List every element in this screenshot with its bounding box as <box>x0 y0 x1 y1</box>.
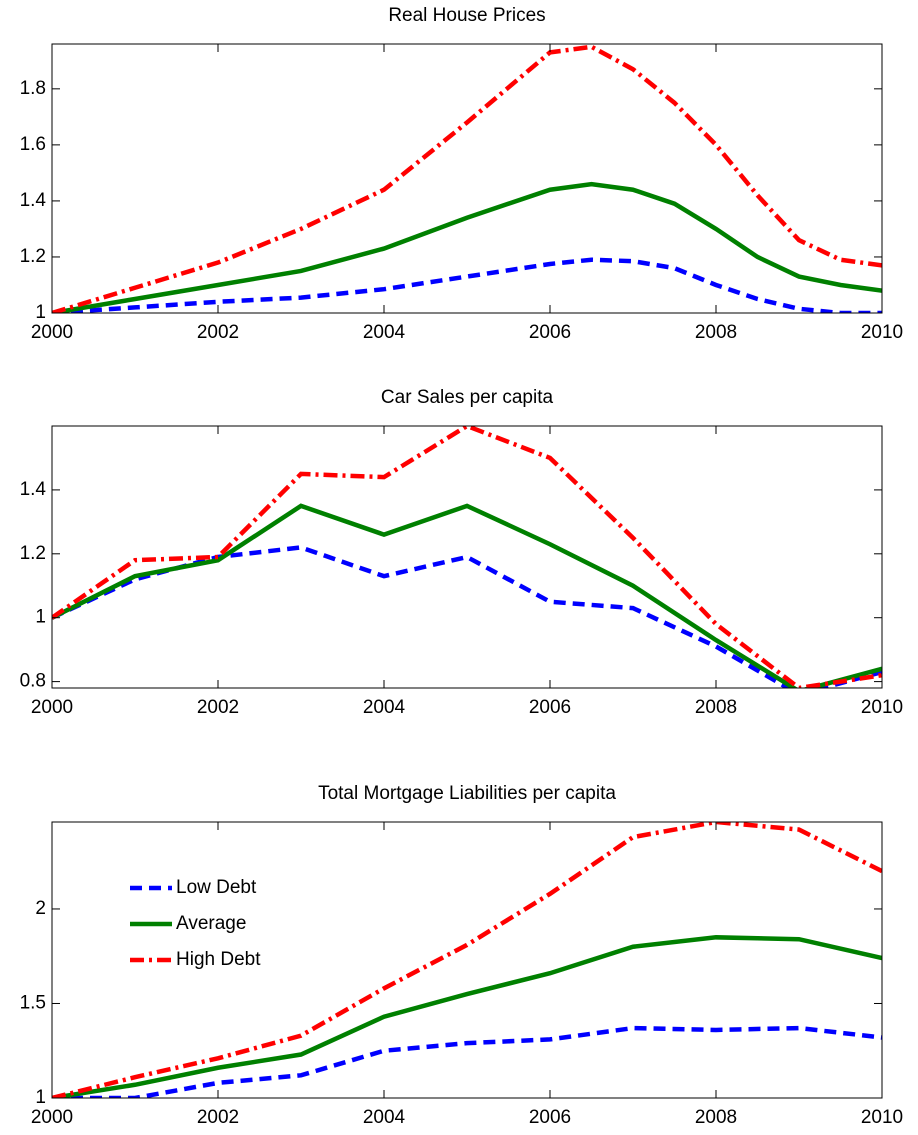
data-line <box>52 822 882 1098</box>
y-tick-label: 0.8 <box>20 671 46 692</box>
y-tick-label: 1.6 <box>20 134 46 155</box>
y-tick-label: 1.4 <box>20 479 47 500</box>
legend-label: High Debt <box>176 949 261 970</box>
data-line <box>52 1025 882 1098</box>
x-tick-label: 2002 <box>197 1107 239 1128</box>
x-tick-label: 2008 <box>695 1107 737 1128</box>
data-line <box>52 44 882 313</box>
x-tick-label: 2002 <box>197 697 239 718</box>
y-tick-label: 1.8 <box>20 78 46 99</box>
axes-box <box>51 43 883 314</box>
y-tick-label: 1.2 <box>20 543 46 564</box>
y-tick-label: 2 <box>35 898 46 919</box>
subplot: Total Mortgage Liabilities per capita 200… <box>20 783 904 1128</box>
data-line <box>52 257 882 313</box>
axes-box <box>51 425 883 689</box>
x-tick-label: 2004 <box>363 697 406 718</box>
axes-box <box>51 821 883 1099</box>
data-line <box>52 503 882 688</box>
x-tick-label: 2002 <box>197 322 239 343</box>
x-tick-label: 2004 <box>363 322 406 343</box>
subplot: Car Sales per capita 2000 2002 2004 2006 2008… <box>20 387 904 718</box>
subplot-title: Real House Prices <box>388 5 545 26</box>
x-tick-label: 2006 <box>529 1107 571 1128</box>
x-tick-label: 2010 <box>861 322 903 343</box>
x-tick-label: 2010 <box>861 697 903 718</box>
x-tick-label: 2010 <box>861 1107 903 1128</box>
subplot-title: Car Sales per capita <box>381 387 554 408</box>
y-tick-label: 1.4 <box>20 190 47 211</box>
y-tick-label: 1 <box>35 607 46 628</box>
y-tick-label: 1 <box>35 1087 46 1108</box>
x-tick-label: 2000 <box>31 697 73 718</box>
y-tick-label: 1.2 <box>20 246 46 267</box>
y-tick-label: 1 <box>35 302 46 323</box>
data-line <box>52 935 882 1098</box>
x-tick-label: 2006 <box>529 697 571 718</box>
data-line <box>52 181 882 313</box>
x-tick-label: 2008 <box>695 697 737 718</box>
x-tick-label: 2008 <box>695 322 737 343</box>
subplot: Real House Prices 2000 2002 2004 2006 2008 201… <box>20 5 904 343</box>
legend-label: Low Debt <box>176 877 257 898</box>
legend-label: Average <box>176 913 246 934</box>
x-tick-label: 2006 <box>529 322 571 343</box>
y-tick-label: 1.5 <box>20 992 46 1013</box>
x-tick-label: 2000 <box>31 322 73 343</box>
subplot-title: Total Mortgage Liabilities per capita <box>318 783 616 804</box>
x-tick-label: 2000 <box>31 1107 73 1128</box>
x-tick-label: 2004 <box>363 1107 406 1128</box>
data-line <box>52 426 882 688</box>
